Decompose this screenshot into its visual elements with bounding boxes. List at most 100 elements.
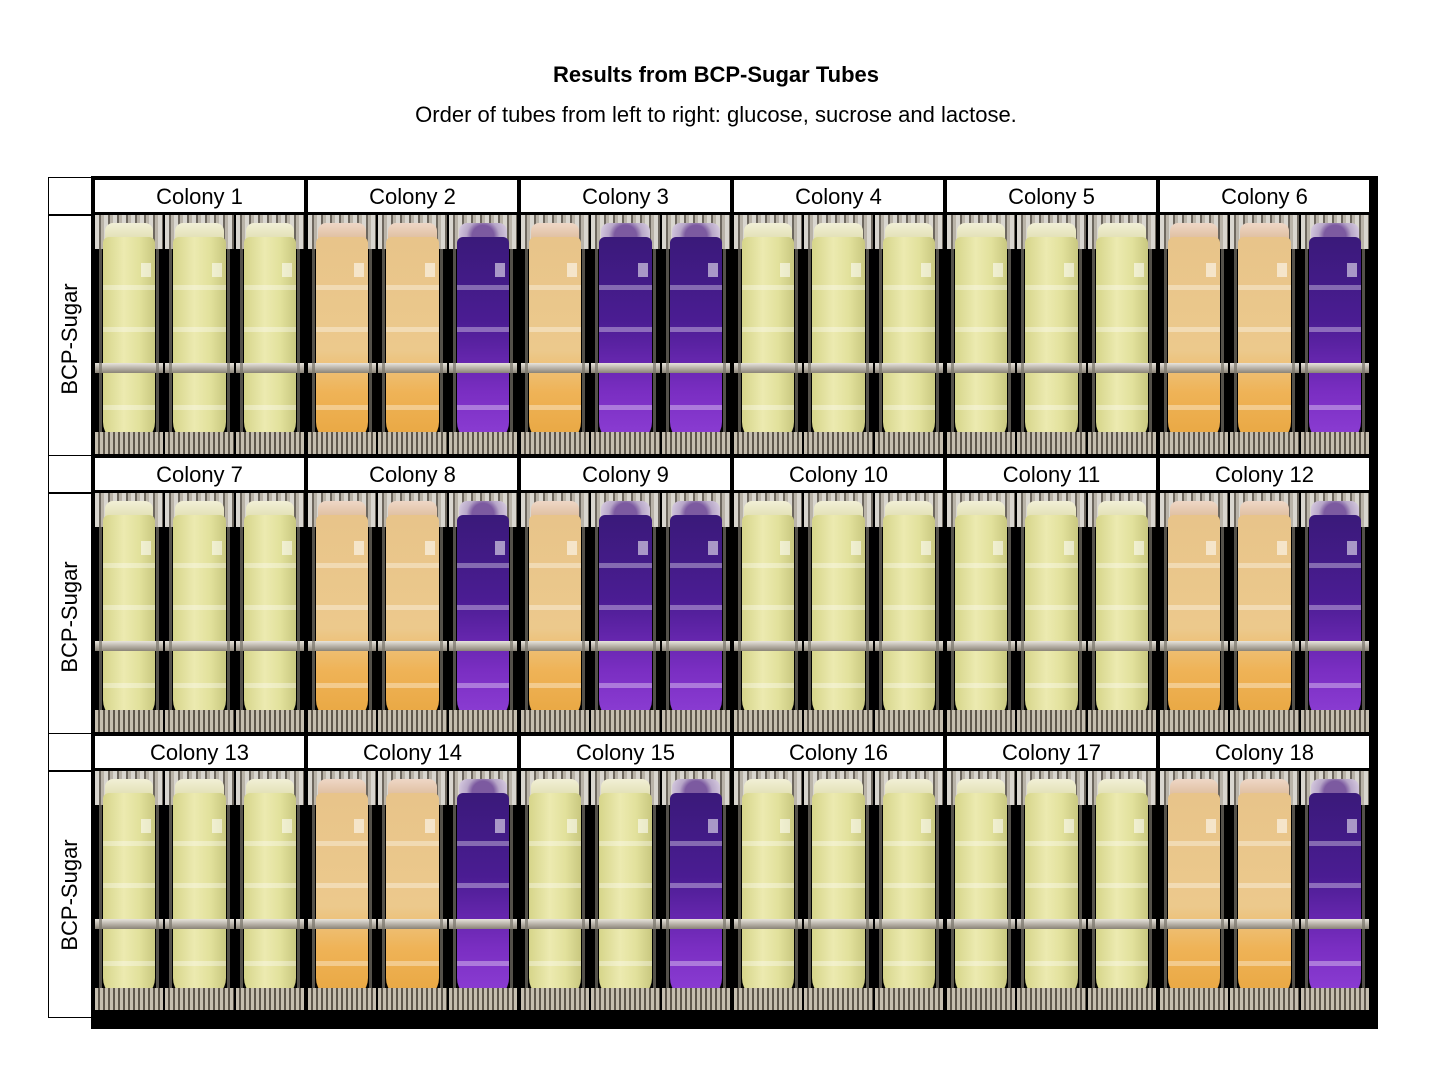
tube-glucose <box>947 771 1016 1010</box>
colony-header: Colony 17 <box>947 736 1156 768</box>
tube-glucose <box>95 215 164 454</box>
tube-glucose <box>947 215 1016 454</box>
tube-photo <box>95 493 304 732</box>
tube-photo <box>1160 771 1369 1010</box>
tube-glucose <box>308 215 377 454</box>
tube-lactose <box>448 493 517 732</box>
tube-glucose <box>734 493 803 732</box>
tube-glucose <box>95 493 164 732</box>
tube-lactose <box>874 215 943 454</box>
tube-glucose <box>734 215 803 454</box>
tube-glucose <box>1160 215 1229 454</box>
tube-sucrose <box>1017 493 1086 732</box>
colony-header: Colony 4 <box>734 180 943 212</box>
document-subtitle: Order of tubes from left to right: gluco… <box>415 102 1017 127</box>
tube-photo <box>521 215 730 454</box>
tube-lactose <box>661 215 730 454</box>
tube-sucrose <box>165 771 234 1010</box>
tube-sucrose <box>378 493 447 732</box>
tube-lactose <box>1300 771 1369 1010</box>
tube-lactose <box>1087 493 1156 732</box>
row-label: BCP-Sugar <box>57 560 82 673</box>
row-label: BCP-Sugar <box>57 838 82 951</box>
tube-lactose <box>1300 493 1369 732</box>
colony-header: Colony 16 <box>734 736 943 768</box>
tube-photo <box>521 493 730 732</box>
colony-header: Colony 12 <box>1160 458 1369 490</box>
colony-header: Colony 13 <box>95 736 304 768</box>
colony-header: Colony 8 <box>308 458 517 490</box>
tube-sucrose <box>378 215 447 454</box>
tube-photo <box>947 215 1156 454</box>
colony-header: Colony 15 <box>521 736 730 768</box>
tube-sucrose <box>591 215 660 454</box>
colony-header: Colony 10 <box>734 458 943 490</box>
tube-photo <box>947 771 1156 1010</box>
tube-photo <box>308 215 517 454</box>
tube-sucrose <box>804 215 873 454</box>
tube-glucose <box>95 771 164 1010</box>
row-header-blank <box>48 733 92 771</box>
tube-glucose <box>521 215 590 454</box>
tube-photo <box>521 771 730 1010</box>
tube-photo <box>734 771 943 1010</box>
tube-lactose <box>1087 215 1156 454</box>
row-label-cell: BCP-Sugar <box>48 493 92 740</box>
tube-glucose <box>521 771 590 1010</box>
tube-photo <box>95 215 304 454</box>
row-label: BCP-Sugar <box>57 282 82 395</box>
colony-header: Colony 1 <box>95 180 304 212</box>
tube-photo <box>734 215 943 454</box>
tube-glucose <box>308 771 377 1010</box>
colony-header: Colony 3 <box>521 180 730 212</box>
row-header-blank <box>48 177 92 215</box>
tube-photo <box>308 493 517 732</box>
tube-lactose <box>448 771 517 1010</box>
tube-sucrose <box>165 215 234 454</box>
tube-sucrose <box>1017 771 1086 1010</box>
tube-sucrose <box>378 771 447 1010</box>
row-label-cell: BCP-Sugar <box>48 215 92 462</box>
tube-lactose <box>661 771 730 1010</box>
tube-glucose <box>308 493 377 732</box>
tube-photo <box>1160 493 1369 732</box>
colony-header: Colony 5 <box>947 180 1156 212</box>
tube-glucose <box>1160 771 1229 1010</box>
tube-sucrose <box>165 493 234 732</box>
tube-glucose <box>1160 493 1229 732</box>
tube-lactose <box>235 493 304 732</box>
tube-sucrose <box>591 493 660 732</box>
tube-lactose <box>1300 215 1369 454</box>
tube-lactose <box>874 771 943 1010</box>
tube-lactose <box>661 493 730 732</box>
tube-glucose <box>521 493 590 732</box>
colony-header: Colony 7 <box>95 458 304 490</box>
tube-photo <box>734 493 943 732</box>
tube-sucrose <box>804 493 873 732</box>
tube-sucrose <box>1230 771 1299 1010</box>
colony-header: Colony 9 <box>521 458 730 490</box>
tube-photo <box>308 771 517 1010</box>
colony-header: Colony 6 <box>1160 180 1369 212</box>
document-title: Results from BCP-Sugar Tubes <box>553 62 879 87</box>
tube-sucrose <box>591 771 660 1010</box>
row-label-cell: BCP-Sugar <box>48 771 92 1018</box>
tube-lactose <box>235 771 304 1010</box>
tube-photo <box>947 493 1156 732</box>
colony-header: Colony 18 <box>1160 736 1369 768</box>
colony-header: Colony 2 <box>308 180 517 212</box>
tube-sucrose <box>1017 215 1086 454</box>
tube-lactose <box>874 493 943 732</box>
colony-header: Colony 11 <box>947 458 1156 490</box>
tube-sucrose <box>804 771 873 1010</box>
tube-lactose <box>235 215 304 454</box>
colony-header: Colony 14 <box>308 736 517 768</box>
tube-lactose <box>1087 771 1156 1010</box>
tube-photo <box>1160 215 1369 454</box>
tube-sucrose <box>1230 493 1299 732</box>
tube-glucose <box>734 771 803 1010</box>
results-table: Colony 1 Colony 2 Colony 3 Colony 4 Colony 5… <box>91 176 1378 1029</box>
tube-photo <box>95 771 304 1010</box>
tube-sucrose <box>1230 215 1299 454</box>
tube-lactose <box>448 215 517 454</box>
